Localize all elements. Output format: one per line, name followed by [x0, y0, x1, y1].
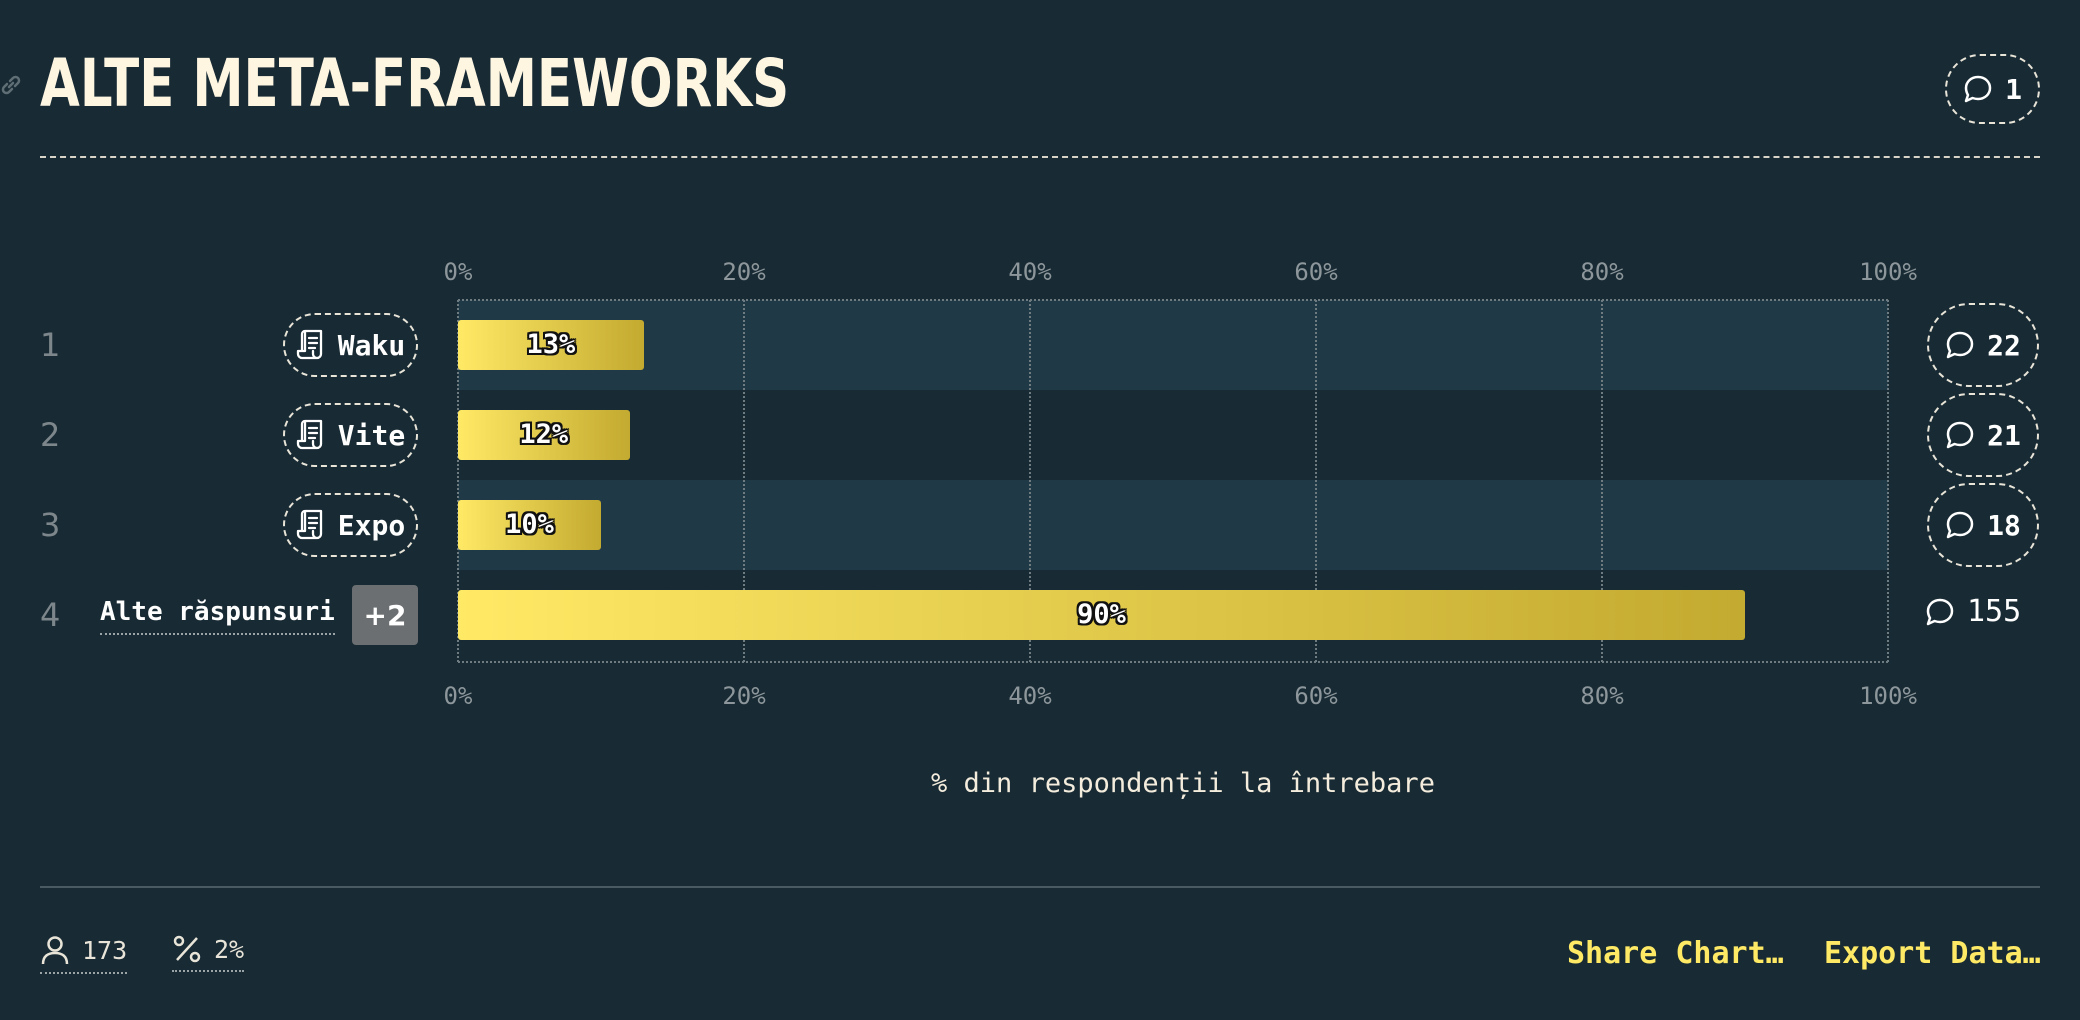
respondents-count: 173 [82, 935, 128, 965]
x-tick-label-top: 0% [443, 258, 473, 286]
bar[interactable] [458, 500, 601, 550]
x-tick-label-bottom: 80% [1580, 682, 1624, 710]
grid-line [1601, 300, 1603, 662]
respondents-stat[interactable]: 173 [40, 934, 128, 974]
x-tick-label-bottom: 100% [1859, 682, 1917, 710]
comment-count: 22 [1987, 328, 2021, 362]
bar-value-label: 90% [1077, 599, 1126, 630]
comment-icon [1946, 421, 1974, 449]
grid-line [1029, 300, 1031, 662]
entity-label-expo[interactable]: Expo [283, 493, 418, 557]
x-tick-label-top: 40% [1008, 258, 1052, 286]
comment-count: 18 [1987, 508, 2021, 542]
scroll-icon [296, 419, 322, 450]
bar-value-label: 13% [526, 329, 576, 360]
rank-number: 4 [40, 596, 61, 634]
grid-line [1887, 300, 1889, 662]
bar[interactable] [458, 590, 1745, 640]
bar-chart: 0% 0% 20% 20% 40% 40% 60% 60% 80% 80% 100% 100% 1 13%… [40, 258, 2039, 710]
comment-count: 21 [1987, 418, 2021, 452]
rank-number: 2 [40, 416, 61, 454]
x-tick-label-bottom: 0% [443, 682, 473, 710]
other-responses-badge[interactable]: +2 [352, 585, 418, 645]
percent-stat[interactable]: 2% [172, 934, 245, 972]
x-tick-label-bottom: 40% [1008, 682, 1052, 710]
bar[interactable] [458, 410, 630, 460]
percent-icon [173, 935, 201, 963]
entity-name: Vite [337, 418, 406, 452]
share-chart-button[interactable]: Share Chart… [1567, 936, 1784, 971]
other-responses-comments[interactable]: 155 [1925, 594, 2021, 629]
grid-line [1315, 300, 1317, 662]
x-axis-title: % din respondenții la întrebare [931, 768, 1435, 799]
x-tick-label-top: 20% [722, 258, 766, 286]
grid-line [457, 300, 459, 662]
entity-name: Waku [337, 328, 406, 362]
bar-value-label: 12% [519, 419, 569, 450]
comments-button[interactable]: 22 [1927, 303, 2039, 387]
x-tick-label-bottom: 60% [1294, 682, 1338, 710]
footer-divider [40, 886, 2040, 888]
comment-count: 155 [1967, 594, 2022, 629]
header-comments-button[interactable]: 1 [1945, 54, 2040, 124]
percent-value: 2% [214, 934, 245, 964]
comment-icon [1964, 75, 1992, 103]
grid-line [743, 300, 745, 662]
plot-bottom-edge [458, 661, 1888, 663]
title-divider [40, 156, 2040, 158]
x-tick-label-top: 60% [1294, 258, 1338, 286]
header-comment-count: 1 [2005, 72, 2022, 106]
entity-name: Expo [337, 508, 406, 542]
link-icon[interactable] [0, 74, 22, 96]
rank-number: 1 [40, 326, 61, 364]
x-tick-label-bottom: 20% [722, 682, 766, 710]
entity-label-waku[interactable]: Waku [283, 313, 418, 377]
x-tick-label-top: 80% [1580, 258, 1624, 286]
comments-button[interactable]: 21 [1927, 393, 2039, 477]
comment-icon [1946, 511, 1974, 539]
row-band [458, 300, 1888, 390]
other-responses-label[interactable]: Alte răspunsuri [100, 597, 335, 635]
x-tick-label-top: 100% [1859, 258, 1917, 286]
comment-icon [1946, 331, 1974, 359]
rank-number: 3 [40, 506, 61, 544]
user-icon [41, 936, 69, 965]
entity-label-vite[interactable]: Vite [283, 403, 418, 467]
bar-value-label: 10% [505, 509, 554, 540]
comments-button[interactable]: 18 [1927, 483, 2039, 567]
chart-title: ALTE META-FRAMEWORKS [40, 45, 790, 122]
export-data-button[interactable]: Export Data… [1824, 936, 2041, 971]
scroll-icon [296, 509, 322, 540]
row-band [458, 480, 1888, 570]
scroll-icon [296, 329, 322, 360]
plot-top-edge [458, 299, 1888, 301]
comment-icon [1926, 598, 1954, 625]
bar[interactable] [458, 320, 644, 370]
